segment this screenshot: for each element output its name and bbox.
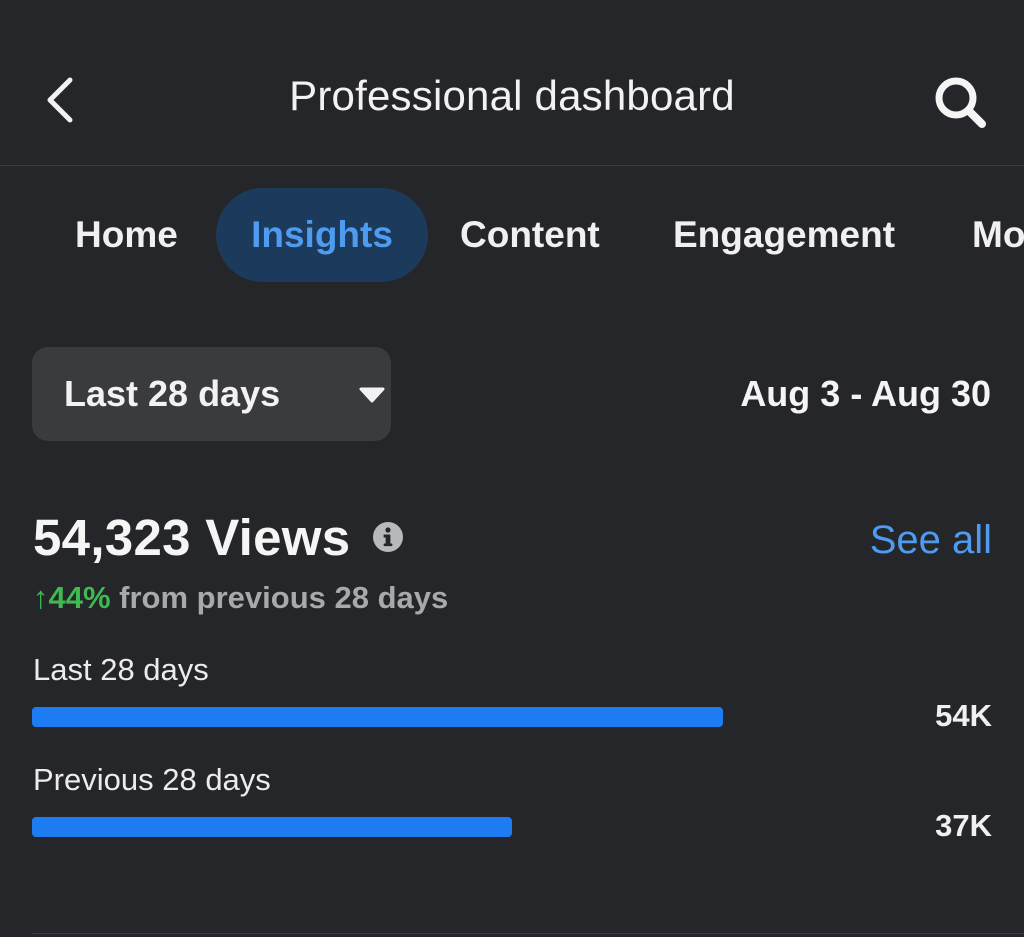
change-description: from previous 28 days	[119, 580, 449, 615]
change-percent: 44%	[48, 580, 111, 615]
top-bar: Professional dashboard	[0, 0, 1024, 166]
dashboard-tabs: Home Insights Content Engagement Mo	[0, 186, 1024, 286]
comparison-bar-previous	[32, 817, 512, 837]
date-range-dropdown[interactable]: Last 28 days	[32, 347, 391, 441]
change-arrow-icon: ↑	[33, 580, 49, 615]
tab-content[interactable]: Content	[460, 214, 600, 255]
date-range-text: Aug 3 - Aug 30	[740, 373, 991, 414]
views-total: 54,323 Views	[33, 508, 351, 566]
info-icon[interactable]	[372, 521, 404, 553]
page-title: Professional dashboard	[289, 72, 735, 119]
chevron-left-icon	[47, 77, 73, 123]
tab-engagement[interactable]: Engagement	[673, 214, 896, 255]
comparison-label-previous: Previous 28 days	[33, 762, 271, 797]
tab-more[interactable]: Mo	[972, 214, 1024, 255]
comparison-label-current: Last 28 days	[33, 652, 209, 687]
back-button[interactable]	[30, 62, 94, 138]
section-divider	[32, 933, 1024, 934]
comparison-bar-current-track	[32, 707, 884, 727]
search-button[interactable]	[924, 66, 996, 138]
search-icon	[935, 77, 986, 128]
date-range-dropdown-label: Last 28 days	[64, 373, 281, 414]
comparison-value-current: 54K	[935, 698, 992, 733]
tab-insights[interactable]: Insights	[216, 188, 428, 282]
comparison-value-previous: 37K	[935, 808, 992, 843]
see-all-link[interactable]: See all	[869, 518, 992, 562]
views-change: ↑44% from previous 28 days	[33, 574, 448, 622]
caret-down-icon	[359, 387, 385, 403]
comparison-bar-previous-track	[32, 817, 884, 837]
tab-home[interactable]: Home	[75, 214, 178, 255]
comparison-bar-current	[32, 707, 723, 727]
views-summary: 54,323 Views	[33, 500, 404, 574]
